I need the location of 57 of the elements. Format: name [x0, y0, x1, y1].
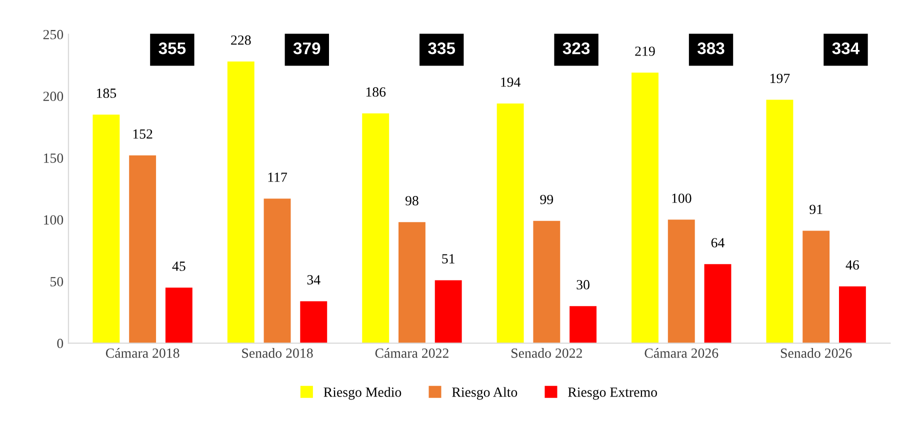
data-label: 194 [501, 77, 521, 87]
bar [165, 288, 192, 344]
legend-label: Riesgo Alto [452, 387, 518, 400]
y-tick-label: 150 [44, 153, 64, 163]
x-tick-label: Cámara 2026 [644, 348, 718, 358]
data-label: 91 [810, 204, 822, 214]
y-tick-label: 0 [57, 338, 64, 348]
bar [802, 230, 830, 344]
data-label: 152 [133, 129, 152, 139]
data-label: 30 [576, 280, 590, 290]
y-tick-label: 100 [44, 215, 64, 225]
data-label: 64 [711, 238, 724, 248]
y-tick-label: 250 [43, 30, 64, 40]
bar [398, 222, 426, 344]
data-label: 34 [307, 275, 320, 284]
data-label: 99 [540, 194, 554, 204]
data-label: 186 [366, 87, 386, 97]
annotation: 335 [428, 42, 456, 54]
x-tick-label: Senado 2026 [780, 348, 852, 358]
x-tick-label: Cámara 2022 [375, 348, 448, 358]
data-label: 98 [405, 196, 418, 206]
data-label: 197 [770, 74, 790, 84]
legend-label: Riesgo Extremo [568, 388, 657, 400]
x-tick-label: Cámara 2018 [106, 348, 180, 358]
data-label: 228 [231, 35, 251, 45]
y-tick-label: 200 [43, 92, 64, 102]
bar [362, 113, 390, 344]
data-label: 100 [672, 194, 692, 203]
data-label: 219 [635, 46, 655, 56]
bar [632, 72, 658, 344]
bar [766, 100, 794, 344]
data-label: 45 [172, 262, 186, 271]
legend-label: Riesgo Medio [324, 387, 402, 400]
annotation: 383 [698, 42, 724, 54]
bar [570, 306, 597, 344]
data-label: 117 [268, 172, 288, 182]
bar [838, 286, 866, 344]
data-label: 185 [97, 88, 116, 98]
annotation: 334 [832, 42, 860, 54]
bar [300, 301, 328, 344]
bar [92, 114, 120, 344]
data-label: 46 [846, 260, 859, 270]
bar [496, 104, 524, 344]
y-tick-label: 50 [50, 277, 64, 286]
x-tick-label: Senado 2022 [512, 348, 582, 358]
annotation: 355 [158, 42, 186, 54]
bar [264, 198, 291, 344]
bar [533, 220, 560, 344]
bar [704, 264, 732, 344]
annotation: 323 [562, 42, 590, 54]
bar [434, 280, 462, 344]
bar [668, 220, 695, 344]
annotation: 379 [293, 42, 320, 54]
bar [227, 62, 254, 344]
data-label: 51 [442, 254, 454, 264]
x-tick-label: Senado 2018 [242, 348, 313, 358]
bar [129, 155, 156, 344]
